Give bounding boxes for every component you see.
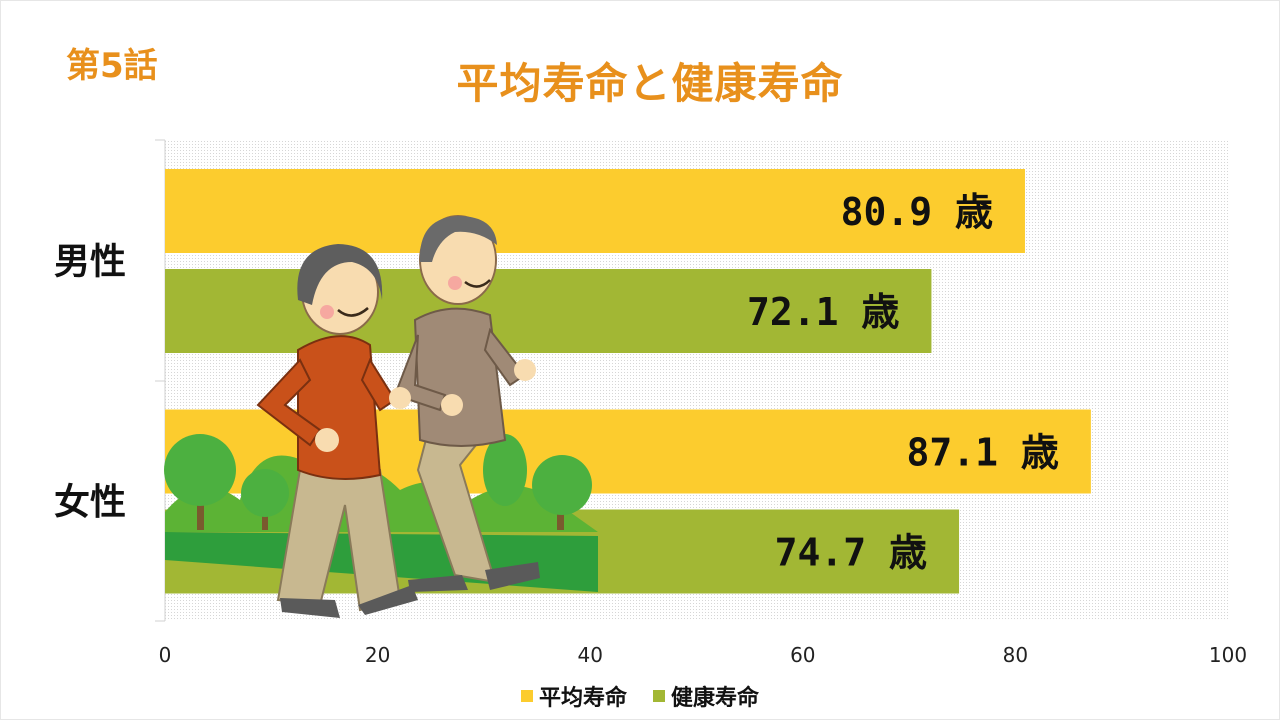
x-tick-label: 20: [365, 643, 390, 667]
bar-healthy-life: [165, 269, 932, 353]
woman-arm: [256, 358, 322, 447]
x-tick-label: 40: [577, 643, 602, 667]
tree-left-icon: [164, 434, 236, 506]
woman-smile: [337, 307, 369, 317]
bar-avg-life: [165, 169, 1025, 253]
legend-item-avg: 平均寿命: [520, 680, 627, 712]
man-hair: [419, 216, 497, 262]
woman-shoe-icon: [358, 585, 418, 615]
x-tick-label: 0: [159, 643, 172, 667]
woman-hand: [389, 387, 411, 409]
x-tick-label: 100: [1209, 643, 1247, 667]
legend-label-healthy: 健康寿命: [671, 686, 760, 711]
legend: 平均寿命 健康寿命: [0, 680, 1280, 712]
data-label: 87.1 歳: [906, 431, 1058, 475]
man-smile: [464, 279, 491, 288]
x-tick-label: 60: [790, 643, 815, 667]
data-label: 80.9 歳: [841, 190, 993, 234]
man-sweater: [413, 307, 507, 447]
legend-swatch-healthy: [653, 690, 665, 702]
man-cheek: [448, 276, 462, 290]
chart-title: 平均寿命と健康寿命: [456, 59, 844, 108]
x-tick-label: 80: [1003, 643, 1028, 667]
woman-cheek: [320, 305, 334, 319]
tree-tall-icon: [483, 434, 527, 506]
tree-right-icon: [532, 455, 592, 515]
episode-label: 第5話: [66, 46, 158, 86]
tree-trunk: [197, 485, 204, 530]
legend-item-healthy: 健康寿命: [653, 680, 759, 712]
woman-hair: [297, 244, 383, 305]
woman-arm: [360, 357, 397, 412]
man-hand: [441, 394, 463, 416]
legend-label-avg: 平均寿命: [538, 686, 627, 711]
walking-couple-illustration: [164, 215, 598, 618]
data-label: 72.1 歳: [747, 290, 899, 334]
tree-small-icon: [241, 469, 289, 517]
legend-swatch-avg: [520, 690, 533, 702]
man-shoe-icon: [408, 575, 468, 592]
woman-shoe-icon: [280, 598, 340, 618]
category-label: 男性: [54, 241, 126, 282]
data-label: 74.7 歳: [775, 531, 927, 575]
man-shoe-icon: [485, 562, 540, 590]
category-label: 女性: [54, 482, 126, 523]
woman-hand: [315, 428, 339, 452]
woman-sweater: [297, 335, 382, 480]
man-hand: [514, 359, 536, 381]
